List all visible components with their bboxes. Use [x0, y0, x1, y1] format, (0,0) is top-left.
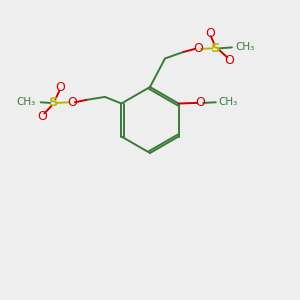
Text: O: O [55, 81, 65, 94]
Text: S: S [211, 42, 221, 55]
Text: O: O [195, 96, 205, 110]
Text: CH₃: CH₃ [218, 97, 237, 107]
Text: CH₃: CH₃ [17, 97, 36, 107]
Text: O: O [67, 96, 77, 109]
Text: CH₃: CH₃ [235, 42, 254, 52]
Text: O: O [205, 27, 215, 40]
Text: O: O [193, 42, 203, 56]
Text: O: O [225, 54, 234, 67]
Text: S: S [49, 96, 59, 110]
Text: O: O [37, 110, 47, 123]
